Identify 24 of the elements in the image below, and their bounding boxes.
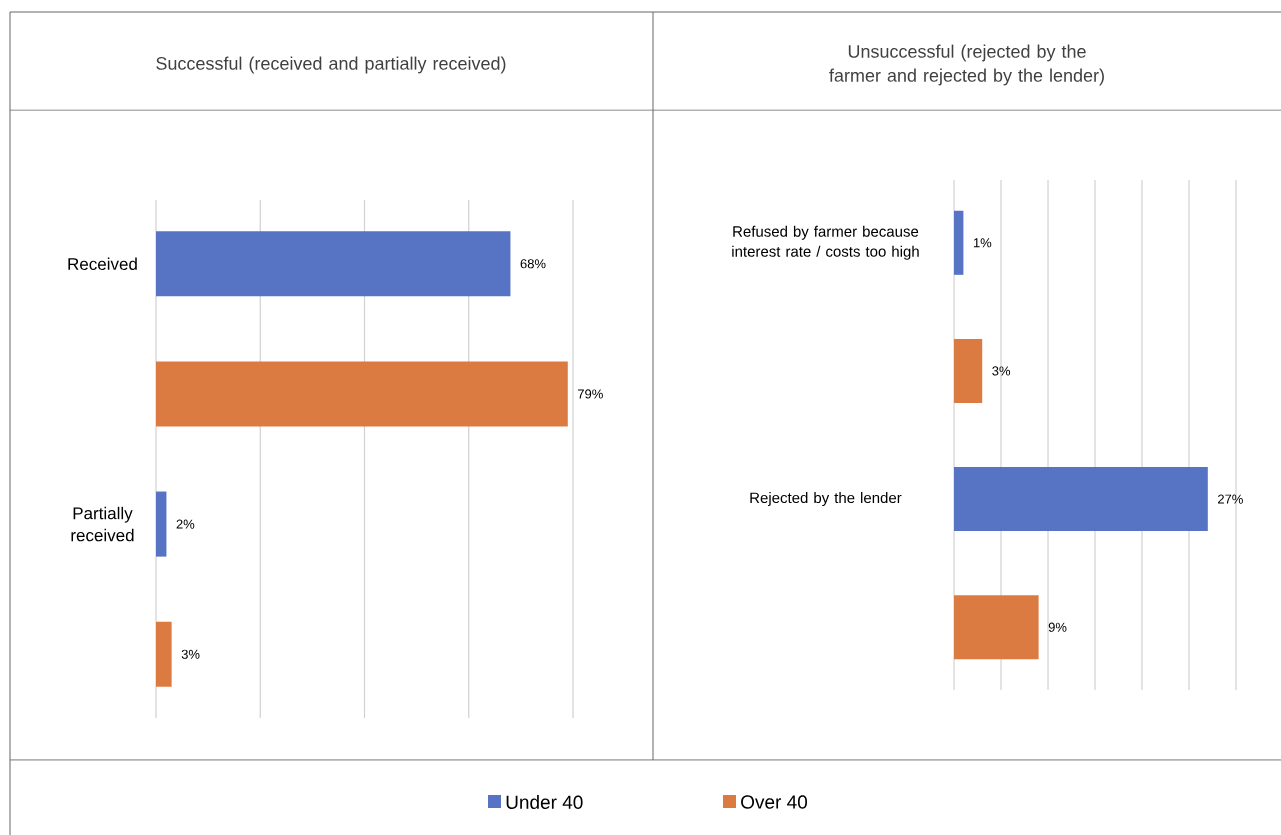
- data-label: 1%: [973, 238, 992, 248]
- bar: [156, 621, 172, 687]
- data-label: 68%: [520, 259, 546, 269]
- legend-label: Under 40: [506, 795, 583, 809]
- data-label: 27%: [1218, 494, 1243, 504]
- y-tick-label: Received: [68, 257, 137, 271]
- y-tick-label: Refused by farmer because interest rate / costs too high: [732, 225, 919, 260]
- data-label: 9%: [1048, 622, 1067, 632]
- data-label: 79%: [577, 389, 603, 399]
- data-label: 2%: [176, 519, 195, 529]
- bar: [954, 338, 983, 403]
- bar: [954, 467, 1208, 532]
- bar: [156, 491, 167, 557]
- data-label: 3%: [992, 366, 1011, 376]
- bar: [156, 361, 568, 427]
- data-label: 3%: [181, 649, 200, 659]
- y-tick-label: Partially received: [71, 506, 134, 542]
- chart-title: Successful (received and partially received): [156, 56, 506, 74]
- bar: [954, 595, 1039, 660]
- chart-title: Unsuccessful (rejected by the farmer and rejected by the lender): [829, 44, 1104, 86]
- bar: [156, 231, 511, 297]
- y-tick-label: Rejected by the lender: [750, 492, 902, 507]
- legend-label: Over 40: [741, 795, 808, 809]
- bar: [954, 210, 964, 275]
